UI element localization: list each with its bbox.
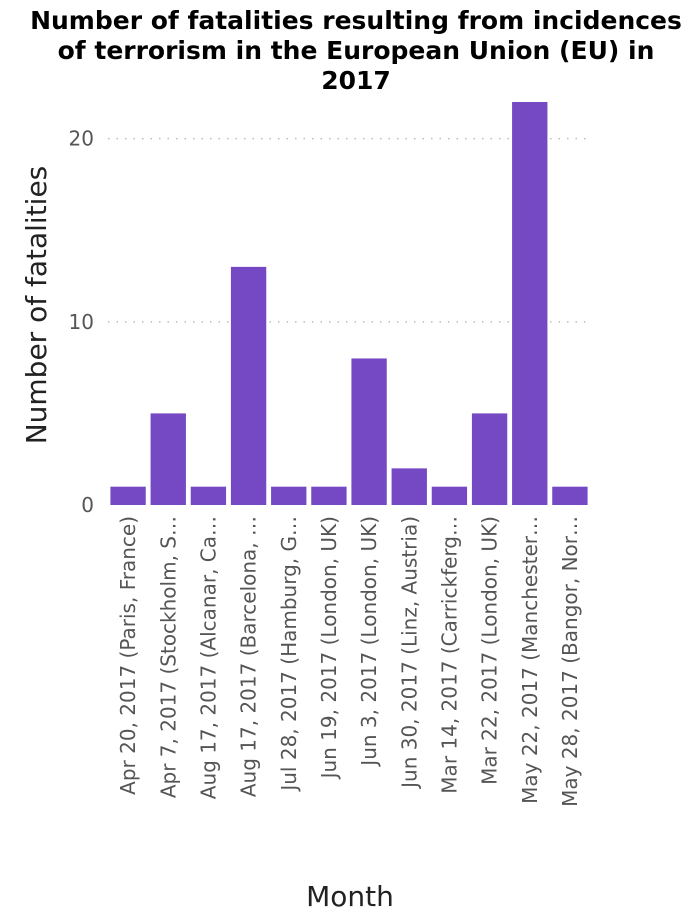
x-tick-label: Aug 17, 2017 (Barcelona, … [237, 516, 261, 797]
bar [431, 486, 468, 505]
y-axis-ticks: 0 10 20 [69, 127, 94, 517]
x-tick-label: Jun 3, 2017 (London, UK) [357, 516, 381, 768]
y-tick-label: 20 [69, 127, 94, 151]
chart-title-line-3: 2017 [321, 66, 391, 95]
x-tick-label: Jul 28, 2017 (Hamburg, G… [277, 516, 301, 793]
x-tick-label: Aug 17, 2017 (Alcanar, Ca… [196, 516, 220, 799]
x-tick-label: May 22, 2017 (Manchester… [518, 516, 542, 804]
bar [512, 102, 548, 505]
x-tick-label: May 28, 2017 (Bangor, Nor… [558, 516, 582, 807]
y-axis-title: Number of fatalities [20, 166, 53, 445]
bar [230, 266, 267, 505]
y-tick-label: 0 [81, 493, 94, 517]
bar [110, 486, 146, 505]
x-tick-label: Apr 20, 2017 (Paris, France) [116, 516, 140, 795]
y-tick-label: 10 [69, 310, 94, 334]
bar [552, 486, 588, 505]
chart-title-line-1: Number of fatalities resulting from inci… [30, 6, 682, 35]
chart-title: Number of fatalities resulting from inci… [30, 6, 682, 95]
chart-title-line-2: of terrorism in the European Union (EU) … [58, 36, 655, 65]
x-axis-title: Month [306, 880, 394, 913]
bar [190, 486, 227, 505]
bar [471, 413, 508, 505]
x-tick-label: Mar 22, 2017 (London, UK) [478, 516, 502, 785]
bar [391, 468, 427, 505]
bar [150, 413, 186, 505]
x-tick-label: Jun 19, 2017 (London, UK) [317, 516, 341, 780]
bar [351, 358, 387, 505]
x-tick-label: Jun 30, 2017 (Linz, Austria) [397, 516, 421, 790]
bar [271, 486, 307, 505]
bar [311, 486, 347, 505]
x-tick-label: Apr 7, 2017 (Stockholm, S… [156, 516, 180, 798]
x-tick-label: Mar 14, 2017 (Carrickferg… [437, 516, 461, 794]
x-axis-ticks: Apr 20, 2017 (Paris, France) Apr 7, 2017 … [116, 516, 582, 807]
bars [110, 102, 588, 505]
